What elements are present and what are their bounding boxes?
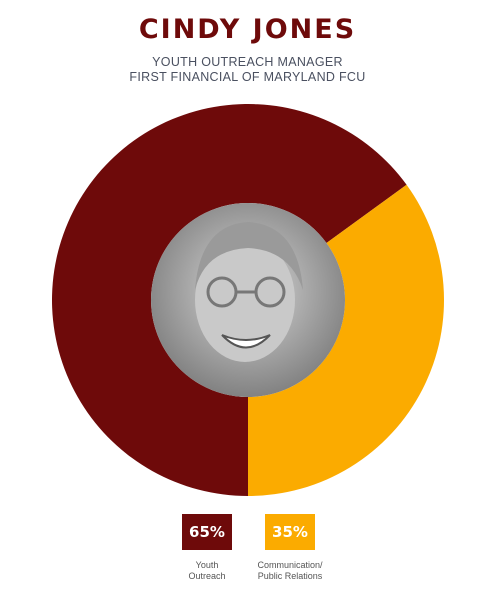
donut-slice <box>52 103 407 496</box>
legend-label: Youth Outreach <box>188 560 226 581</box>
legend-label: Communication/ Public Relations <box>257 560 323 581</box>
chart-title: CINDY JONES <box>138 14 357 45</box>
profile-photo <box>151 203 345 397</box>
value-label: 35% <box>265 514 315 550</box>
value-label: 65% <box>182 514 232 550</box>
legend-item: 35% Communication/ Public Relations <box>245 514 335 582</box>
legend-item: 65% Youth Outreach <box>162 514 252 582</box>
subtitle-line: YOUTH OUTREACH MANAGER <box>152 55 343 69</box>
subtitle-line: FIRST FINANCIAL OF MARYLAND FCU <box>129 70 366 84</box>
donut-slice <box>248 184 444 496</box>
